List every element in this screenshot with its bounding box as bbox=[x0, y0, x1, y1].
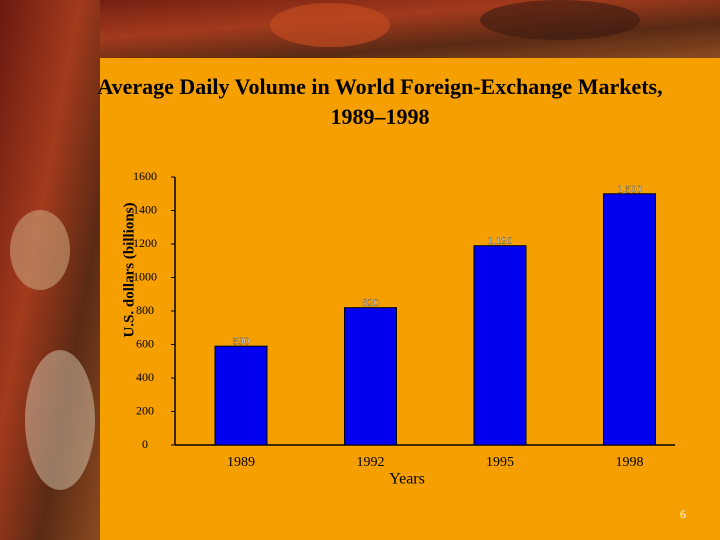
tapestry-figure bbox=[25, 350, 95, 490]
bar bbox=[344, 307, 397, 446]
value-label: 1,500 bbox=[617, 183, 642, 195]
tapestry-figure bbox=[480, 0, 640, 40]
bar bbox=[603, 193, 656, 446]
value-label: 820 bbox=[362, 297, 379, 309]
value-label: 590 bbox=[233, 336, 250, 348]
y-tick-label: 1400 bbox=[133, 202, 157, 216]
page-number: 6 bbox=[680, 507, 686, 521]
y-tick-label: 1600 bbox=[133, 169, 157, 183]
y-tick-label: 0 bbox=[142, 437, 148, 451]
value-label: 1,190 bbox=[488, 235, 513, 247]
bar bbox=[214, 345, 268, 446]
tapestry-figure bbox=[270, 3, 390, 47]
x-tick-label: 1995 bbox=[486, 455, 514, 470]
x-axis-label: Years bbox=[389, 471, 425, 488]
y-tick-label: 200 bbox=[136, 403, 154, 417]
chart-title: Average Daily Volume in World Foreign-Ex… bbox=[97, 74, 663, 129]
y-tick-label: 1000 bbox=[133, 269, 157, 283]
x-tick-label: 1989 bbox=[227, 455, 255, 470]
y-tick-label: 1200 bbox=[133, 236, 157, 250]
tapestry-figure bbox=[10, 210, 70, 290]
y-tick-label: 600 bbox=[136, 336, 154, 350]
y-tick-label: 400 bbox=[136, 370, 154, 384]
x-tick-label: 1992 bbox=[357, 455, 385, 470]
x-tick-label: 1998 bbox=[616, 455, 644, 470]
bar bbox=[473, 245, 527, 446]
y-axis-label: U.S. dollars (billions) bbox=[121, 202, 137, 337]
y-tick-label: 800 bbox=[136, 303, 154, 317]
